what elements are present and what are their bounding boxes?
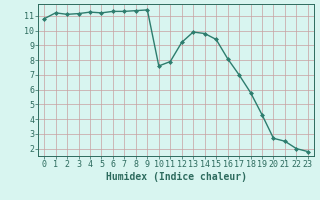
X-axis label: Humidex (Indice chaleur): Humidex (Indice chaleur) [106, 172, 246, 182]
